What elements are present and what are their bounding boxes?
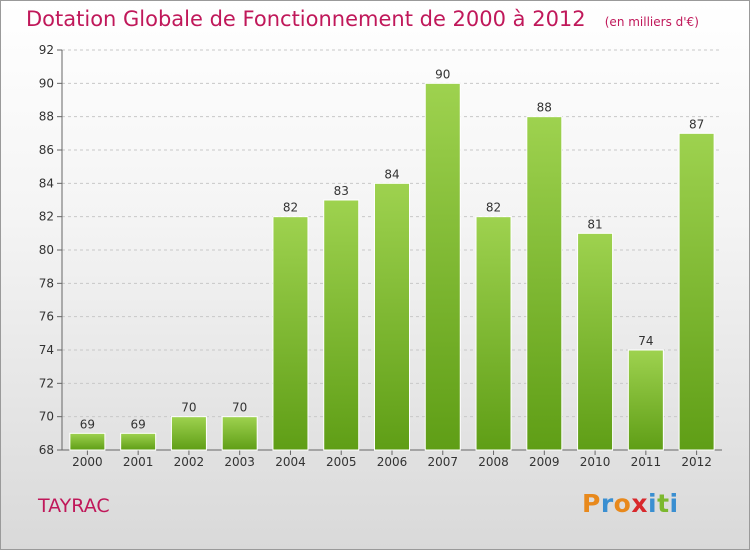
y-tick-label: 84 [39,176,54,190]
bar-2011 [627,349,664,451]
x-tick-label: 2006 [377,455,408,469]
value-label-2008: 82 [486,201,501,215]
value-label-2001: 69 [131,417,146,431]
bar-2004 [272,216,309,451]
x-tick-label: 2009 [529,455,560,469]
y-tick-label: 76 [39,310,54,324]
bar-2007 [424,82,461,451]
bar-2009 [526,116,563,451]
x-tick-label: 2012 [681,455,712,469]
x-tick-label: 2002 [174,455,205,469]
logo-letter: x [631,489,648,518]
y-tick-label: 72 [39,376,54,390]
x-tick-label: 2004 [275,455,306,469]
y-tick-label: 82 [39,210,54,224]
bar-2002 [170,416,207,451]
value-label-2010: 81 [587,217,602,231]
y-tick-label: 88 [39,110,54,124]
chart-title-block: Dotation Globale de Fonctionnement de 20… [26,7,699,31]
logo-letter: t [657,489,670,518]
bars [69,82,715,451]
bar-2012 [678,132,715,451]
bar-2001 [120,432,157,451]
y-tick-label: 78 [39,276,54,290]
y-tick-label: 92 [39,43,54,57]
bar-2010 [577,232,614,451]
x-tick-label: 2001 [123,455,154,469]
logo-letter: i [669,489,679,518]
value-label-2009: 88 [537,101,552,115]
chart-title: Dotation Globale de Fonctionnement de 20… [26,7,586,31]
x-tick-label: 2007 [427,455,458,469]
y-tick-label: 90 [39,76,54,90]
bar-2000 [69,432,106,451]
y-tick-label: 68 [39,443,54,457]
value-label-2003: 70 [232,401,247,415]
value-label-2007: 90 [435,67,450,81]
value-label-2004: 82 [283,201,298,215]
x-tick-label: 2000 [72,455,103,469]
bar-2003 [221,416,258,451]
logo-letter: r [600,489,614,518]
bar-2006 [374,182,410,451]
proxiti-logo[interactable]: Proxiti [582,489,679,518]
y-tick-label: 70 [39,410,54,424]
logo-letter: o [613,489,632,518]
commune-name: TAYRAC [38,495,110,517]
x-tick-label: 2010 [580,455,611,469]
y-tick-label: 86 [39,143,54,157]
y-tick-label: 74 [39,343,54,357]
value-label-2006: 84 [384,167,399,181]
bar-2005 [323,199,360,451]
value-label-2011: 74 [638,334,653,348]
x-tick-label: 2005 [326,455,357,469]
x-tick-label: 2011 [631,455,662,469]
bar-2008 [475,216,512,451]
y-tick-label: 80 [39,243,54,257]
value-label-2002: 70 [181,401,196,415]
chart-unit: (en milliers d'€) [604,15,699,29]
x-tick-label: 2008 [478,455,509,469]
logo-letter: P [582,489,601,518]
labels: 68 70 72 74 76 78 80 82 84 86 88 90 92 69 2000 69 2001 70… [39,43,712,469]
logo-letter: i [648,489,658,518]
x-tick-label: 2003 [224,455,255,469]
value-label-2005: 83 [334,184,349,198]
value-label-2012: 87 [689,117,704,131]
value-label-2000: 69 [80,417,95,431]
